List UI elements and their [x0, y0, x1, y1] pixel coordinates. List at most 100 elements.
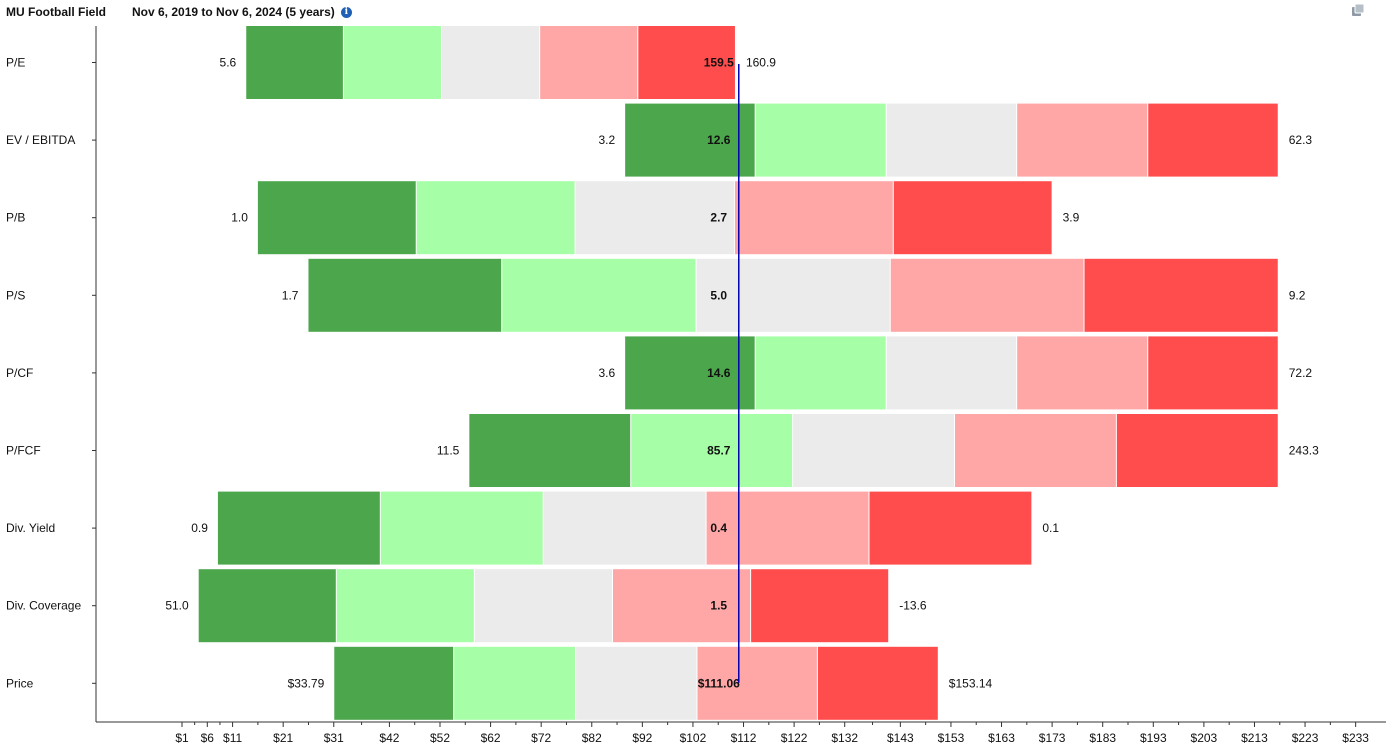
x-tick-label: $213: [1241, 731, 1268, 745]
high-value-label: -13.6: [899, 599, 927, 613]
row-label: P/FCF: [6, 444, 41, 458]
low-value-label: 1.7: [282, 288, 299, 302]
bar-segment-light-red: [540, 26, 638, 99]
info-icon[interactable]: i: [340, 6, 352, 18]
current-value-label: 85.7: [707, 444, 731, 458]
bar-segment-dark-red: [751, 569, 889, 643]
x-tick-label: $132: [831, 731, 858, 745]
bar-segment-neutral: [575, 181, 734, 255]
row-label: P/B: [6, 211, 25, 225]
high-value-label: 9.2: [1289, 288, 1306, 302]
bar-segment-dark-green: [257, 181, 416, 255]
current-value-label: 159.5: [704, 56, 734, 70]
bar-segment-light-red: [613, 569, 751, 643]
bar-segment-light-green: [416, 181, 575, 255]
bar-segment-neutral: [793, 414, 954, 487]
low-value-label: 11.5: [437, 444, 460, 458]
x-tick-label: $92: [632, 731, 652, 745]
x-tick-label: $6: [201, 731, 215, 745]
low-value-label: $33.79: [288, 676, 325, 690]
x-tick-label: $183: [1089, 731, 1116, 745]
bar-segment-neutral: [474, 569, 613, 643]
row-label: Price: [6, 676, 34, 690]
x-tick-label: $153: [938, 731, 965, 745]
x-tick-label: $31: [324, 731, 344, 745]
current-value-label: 5.0: [710, 288, 727, 302]
bar-segment-neutral: [696, 258, 890, 332]
high-value-label: 3.9: [1063, 211, 1080, 225]
bar-segment-light-red: [954, 414, 1116, 487]
x-tick-label: $21: [273, 731, 293, 745]
row-label: Div. Yield: [6, 521, 55, 535]
x-tick-label: $62: [481, 731, 501, 745]
chart-title: MU Football Field: [6, 5, 106, 19]
bar-segment-dark-green: [308, 258, 502, 332]
bar-segment-dark-red: [1148, 336, 1278, 410]
bar-segment-dark-red: [869, 491, 1032, 565]
low-value-label: 1.0: [231, 211, 248, 225]
high-value-label: 160.9: [746, 56, 776, 70]
low-value-label: 0.9: [191, 521, 208, 535]
x-tick-label: $112: [731, 731, 757, 745]
x-tick-label: $223: [1292, 731, 1319, 745]
bar-segment-dark-red: [1148, 103, 1278, 177]
current-value-label: $111.06: [698, 676, 740, 690]
x-tick-label: $82: [582, 731, 602, 745]
x-tick-label: $52: [430, 731, 450, 745]
high-value-label: $153.14: [949, 676, 993, 690]
x-tick-label: $173: [1039, 731, 1066, 745]
bar-segment-dark-green: [625, 103, 755, 177]
copy-icon[interactable]: [1351, 3, 1365, 17]
current-value-label: 2.7: [710, 211, 727, 225]
current-value-label: 12.6: [707, 133, 731, 147]
row-label: EV / EBITDA: [6, 133, 75, 147]
high-value-label: 0.1: [1042, 521, 1059, 535]
x-tick-label: $233: [1342, 731, 1369, 745]
current-value-label: 0.4: [710, 521, 727, 535]
x-tick-label: $11: [223, 731, 242, 745]
bar-segment-light-green: [454, 646, 576, 720]
bar-segment-dark-green: [334, 646, 454, 720]
chart-header: MU Football Field Nov 6, 2019 to Nov 6, …: [6, 4, 352, 20]
bar-segment-light-green: [343, 26, 442, 99]
bar-segment-light-green: [755, 103, 886, 177]
bar-segment-dark-green: [217, 491, 380, 565]
low-value-label: 5.6: [220, 56, 237, 70]
row-label: Div. Coverage: [6, 599, 81, 613]
x-tick-label: $122: [781, 731, 808, 745]
bar-segment-light-green: [502, 258, 696, 332]
bar-segment-dark-red: [817, 646, 938, 720]
bar-segment-light-red: [890, 258, 1084, 332]
x-tick-label: $143: [887, 731, 914, 745]
bar-segment-dark-red: [1116, 414, 1278, 487]
low-value-label: 3.2: [598, 133, 615, 147]
low-value-label: 3.6: [598, 366, 615, 380]
bar-segment-light-green: [336, 569, 474, 643]
x-tick-label: $72: [531, 731, 551, 745]
x-tick-label: $203: [1191, 731, 1218, 745]
high-value-label: 72.2: [1289, 366, 1313, 380]
bar-segment-dark-red: [1084, 258, 1278, 332]
date-range: Nov 6, 2019 to Nov 6, 2024 (5 years): [132, 5, 335, 19]
bar-segment-neutral: [543, 491, 706, 565]
bar-segment-light-red: [1017, 336, 1148, 410]
x-tick-label: $1: [175, 731, 189, 745]
bar-segment-neutral: [576, 646, 697, 720]
bar-segment-dark-green: [198, 569, 336, 643]
bar-segment-dark-red: [893, 181, 1052, 255]
x-tick-label: $193: [1140, 731, 1167, 745]
bar-segment-neutral: [886, 103, 1017, 177]
bar-segment-light-red: [1017, 103, 1148, 177]
bar-segment-light-red: [734, 181, 893, 255]
row-label: P/S: [6, 288, 25, 302]
x-tick-label: $163: [988, 731, 1015, 745]
x-tick-label: $42: [379, 731, 399, 745]
row-label: P/E: [6, 56, 25, 70]
bar-segment-light-green: [755, 336, 886, 410]
bar-segment-dark-green: [469, 414, 631, 487]
bar-segment-dark-red: [638, 26, 735, 99]
bar-segment-light-green: [380, 491, 543, 565]
bar-segment-light-green: [631, 414, 793, 487]
bar-segment-light-red: [697, 646, 817, 720]
